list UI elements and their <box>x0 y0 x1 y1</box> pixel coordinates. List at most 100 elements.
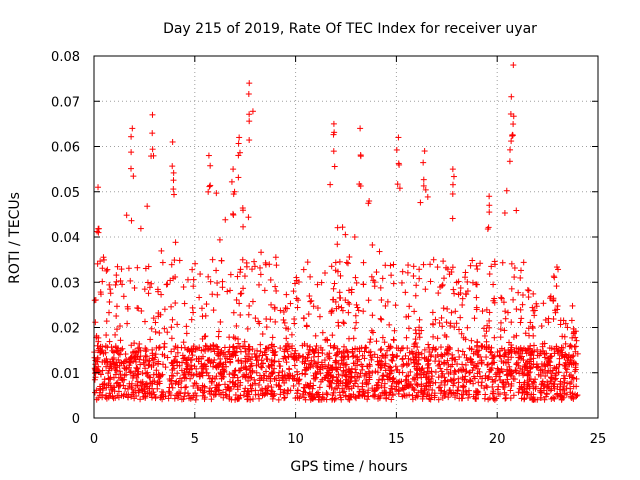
data-point <box>300 266 307 273</box>
data-point <box>302 371 309 378</box>
data-point <box>245 377 252 384</box>
data-point <box>427 396 434 403</box>
data-point <box>149 111 156 118</box>
data-point <box>346 301 353 308</box>
data-point <box>499 259 506 266</box>
data-point <box>245 214 252 221</box>
data-point <box>147 336 154 343</box>
data-point <box>417 199 424 206</box>
data-point <box>197 271 204 278</box>
data-point <box>400 361 407 368</box>
data-point <box>373 338 380 345</box>
data-point <box>483 338 490 345</box>
data-point <box>213 190 220 197</box>
data-point <box>340 319 347 326</box>
data-point <box>557 321 564 328</box>
data-point <box>198 305 205 312</box>
data-point <box>265 344 272 351</box>
data-point <box>135 305 142 312</box>
data-point <box>368 273 375 280</box>
data-point <box>338 396 345 403</box>
y-tick-label: 0.07 <box>51 95 80 110</box>
data-point <box>368 327 375 334</box>
data-point <box>443 319 450 326</box>
data-point <box>131 284 138 291</box>
data-point <box>498 366 505 373</box>
data-point <box>467 355 474 362</box>
data-point <box>452 392 459 399</box>
data-point <box>192 396 199 403</box>
data-point <box>253 362 260 369</box>
data-point <box>486 209 493 216</box>
data-point <box>418 327 425 334</box>
data-point <box>482 391 489 398</box>
data-point <box>392 363 399 370</box>
data-point <box>489 376 496 383</box>
data-point <box>142 365 149 372</box>
data-point <box>513 207 520 214</box>
data-point <box>170 186 177 193</box>
data-point <box>150 362 157 369</box>
data-point <box>306 384 313 391</box>
data-point <box>302 381 309 388</box>
x-tick-label: 25 <box>590 432 607 447</box>
data-point <box>424 193 431 200</box>
data-point <box>196 294 203 301</box>
data-point <box>355 392 362 399</box>
data-point <box>502 395 509 402</box>
data-point <box>219 278 226 285</box>
data-point <box>304 342 311 349</box>
data-point <box>479 308 486 315</box>
data-point <box>227 287 234 294</box>
data-point <box>174 370 181 377</box>
data-point <box>287 300 294 307</box>
data-point <box>410 263 417 270</box>
data-point <box>327 181 334 188</box>
data-point <box>288 351 295 358</box>
data-point <box>336 258 343 265</box>
data-point <box>389 357 396 364</box>
data-point <box>290 288 297 295</box>
data-point <box>474 266 481 273</box>
data-point <box>168 335 175 342</box>
data-point <box>568 317 575 324</box>
data-point <box>235 152 242 159</box>
data-point <box>497 319 504 326</box>
data-point <box>161 340 168 347</box>
data-point <box>332 259 339 266</box>
data-point <box>333 358 340 365</box>
data-point <box>94 260 101 267</box>
data-point <box>513 306 520 313</box>
data-point <box>416 334 423 341</box>
data-point <box>522 330 529 337</box>
data-point <box>477 353 484 360</box>
data-point <box>332 395 339 402</box>
chart-title: Day 215 of 2019, Rate Of TEC Index for r… <box>163 21 537 37</box>
data-point <box>445 361 452 368</box>
data-point <box>359 366 366 373</box>
data-point <box>390 354 397 361</box>
data-point <box>103 318 110 325</box>
data-point <box>118 346 125 353</box>
data-point <box>249 266 256 273</box>
data-point <box>386 321 393 328</box>
data-point <box>193 365 200 372</box>
data-point <box>236 149 243 156</box>
data-point <box>329 332 336 339</box>
data-point <box>246 302 253 309</box>
data-point <box>519 368 526 375</box>
data-point <box>143 353 150 360</box>
data-point <box>476 368 483 375</box>
data-point <box>272 318 279 325</box>
data-point <box>526 376 533 383</box>
data-point <box>257 341 264 348</box>
data-point <box>98 348 105 355</box>
data-point <box>512 367 519 374</box>
data-point <box>567 393 574 400</box>
data-point <box>352 274 359 281</box>
data-point <box>432 316 439 323</box>
data-point <box>517 267 524 274</box>
data-point <box>562 320 569 327</box>
data-point <box>257 348 264 355</box>
